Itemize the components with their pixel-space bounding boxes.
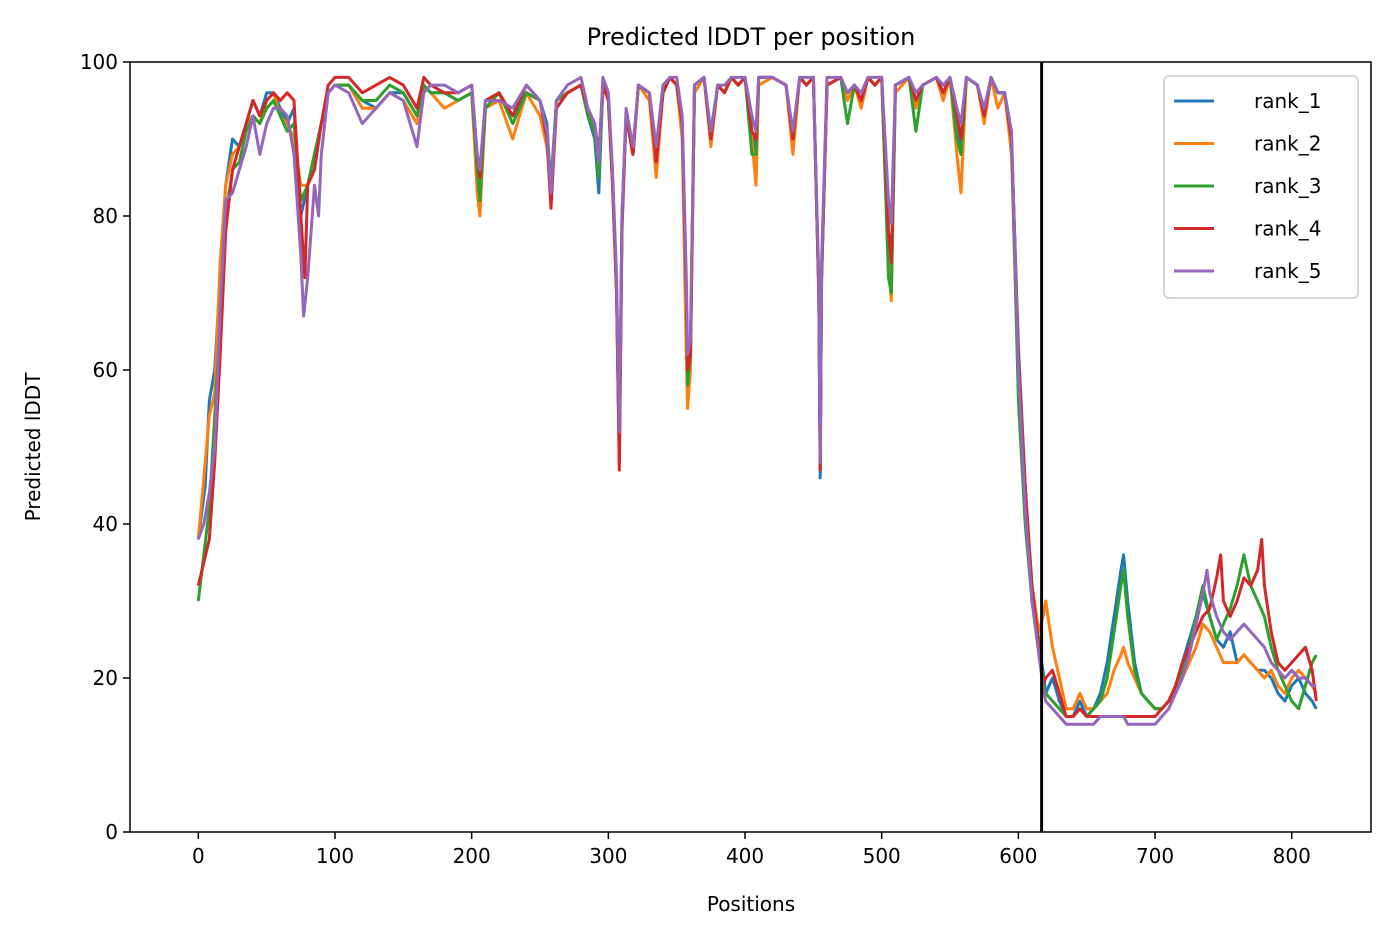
y-axis-ticks: 0 20 40 60 80 100: [80, 50, 130, 844]
y-tick-label: 20: [93, 666, 118, 690]
legend-label-rank-3: rank_3: [1254, 174, 1321, 198]
legend: rank_1 rank_2 rank_3 rank_4 rank_5: [1163, 75, 1359, 299]
x-tick-label: 500: [863, 844, 901, 868]
plot-frame: [129, 61, 1372, 833]
x-tick-label: 0: [192, 844, 205, 868]
x-tick-label: 300: [589, 844, 627, 868]
y-tick-label: 0: [105, 820, 118, 844]
plot-area: [196, 62, 1318, 832]
x-axis-ticks: 0 100 200 300 400 500 600 700 800: [192, 832, 1311, 868]
y-tick-label: 40: [93, 512, 118, 536]
series-line-rank-5: [196, 75, 1317, 726]
x-tick-label: 700: [1136, 844, 1174, 868]
x-tick-label: 400: [726, 844, 764, 868]
legend-label-rank-5: rank_5: [1254, 259, 1321, 283]
x-tick-label: 800: [1273, 844, 1311, 868]
y-tick-label: 60: [93, 358, 118, 382]
y-tick-label: 100: [80, 50, 118, 74]
x-axis-label: Positions: [707, 892, 795, 916]
legend-label-rank-4: rank_4: [1254, 217, 1321, 241]
x-tick-label: 600: [999, 844, 1037, 868]
legend-label-rank-2: rank_2: [1254, 132, 1321, 156]
y-axis-label: Predicted lDDT: [21, 372, 45, 522]
series-lines: [196, 75, 1318, 726]
legend-box: [1163, 75, 1359, 299]
x-tick-label: 100: [316, 844, 354, 868]
y-tick-label: 80: [93, 204, 118, 228]
legend-label-rank-1: rank_1: [1254, 89, 1321, 113]
x-tick-label: 200: [453, 844, 491, 868]
chart-title: Predicted lDDT per position: [587, 23, 916, 51]
